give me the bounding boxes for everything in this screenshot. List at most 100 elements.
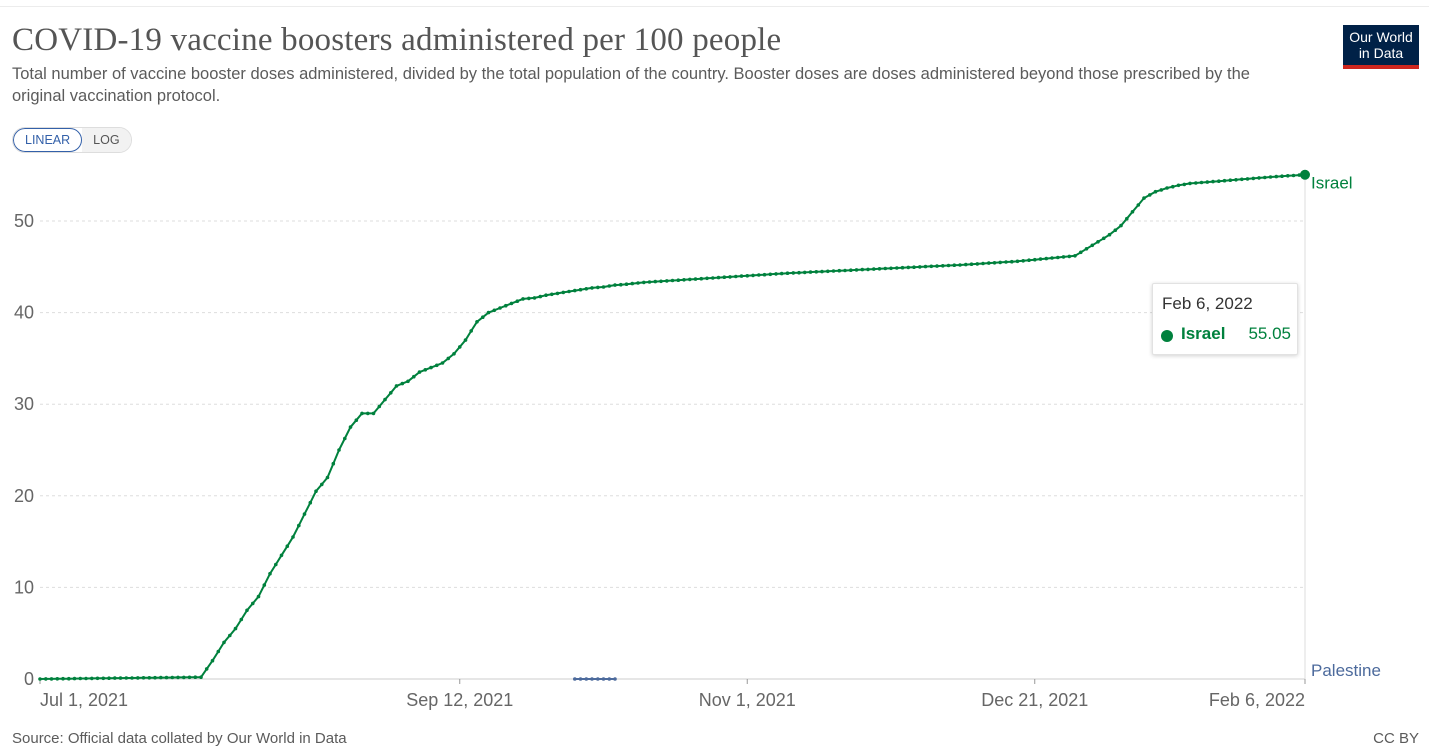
- data-point-israel: [659, 279, 663, 284]
- data-point-israel: [642, 280, 646, 285]
- license-link[interactable]: CC BY: [1373, 730, 1419, 747]
- data-point-israel: [946, 263, 951, 268]
- data-point-israel: [779, 271, 784, 276]
- data-point-israel: [509, 301, 514, 306]
- data-point-israel: [607, 284, 612, 288]
- data-point-israel: [337, 448, 341, 452]
- data-point-israel: [573, 288, 577, 293]
- data-point-israel: [164, 675, 169, 680]
- data-point-israel: [739, 274, 744, 278]
- data-point-palestine: [573, 677, 577, 681]
- data-point-israel: [1136, 203, 1141, 207]
- data-point-israel: [101, 676, 106, 681]
- data-point-israel: [785, 271, 790, 276]
- data-point-israel: [1004, 260, 1008, 264]
- data-point-israel: [279, 553, 284, 558]
- data-point-israel: [653, 279, 658, 284]
- data-point-israel: [665, 279, 669, 283]
- data-point-israel: [504, 303, 508, 308]
- data-point-israel: [67, 676, 71, 681]
- data-point-israel: [1182, 182, 1187, 187]
- data-point-israel: [354, 418, 359, 423]
- data-point-israel: [285, 544, 290, 548]
- data-point-israel: [567, 289, 571, 294]
- data-point-israel: [998, 260, 1002, 265]
- data-point-palestine: [601, 677, 606, 681]
- data-point-israel: [406, 379, 410, 384]
- data-point-israel: [981, 261, 985, 266]
- data-point-israel: [831, 269, 836, 273]
- data-point-israel: [975, 262, 980, 266]
- data-point-israel: [544, 293, 548, 298]
- data-point-israel: [1159, 188, 1164, 192]
- data-point-israel: [210, 658, 215, 663]
- data-point-israel: [1217, 179, 1221, 183]
- data-point-israel: [872, 267, 876, 271]
- data-point-israel: [1038, 257, 1043, 261]
- data-point-israel: [802, 270, 807, 275]
- tooltip-entity: Israel: [1181, 324, 1226, 343]
- data-point-israel: [1257, 176, 1261, 180]
- data-point-israel: [849, 268, 853, 273]
- data-point-israel: [791, 271, 796, 275]
- hover-tooltip: Feb 6, 2022 Israel 55.05: [1152, 283, 1298, 355]
- data-point-israel: [521, 297, 525, 301]
- data-point-palestine: [590, 677, 594, 681]
- data-point-israel: [429, 365, 433, 370]
- data-point-israel: [486, 310, 491, 315]
- data-point-israel: [1234, 178, 1238, 182]
- data-point-israel: [95, 676, 100, 681]
- data-point-israel: [1084, 247, 1089, 251]
- data-point-israel: [682, 278, 686, 282]
- logo-line-2: in Data: [1358, 45, 1404, 61]
- data-point-israel: [601, 285, 606, 289]
- data-point-israel: [1286, 174, 1290, 178]
- x-tick-label: Feb 6, 2022: [1209, 690, 1305, 710]
- top-rule: [0, 0, 1429, 7]
- data-point-israel: [1113, 228, 1118, 232]
- data-point-israel: [941, 264, 945, 268]
- data-point-israel: [481, 315, 485, 320]
- data-point-israel: [1176, 183, 1181, 188]
- data-point-israel: [320, 482, 324, 487]
- data-point-israel: [147, 676, 152, 680]
- data-point-israel: [1021, 259, 1025, 263]
- data-point-palestine: [596, 677, 600, 681]
- data-point-israel: [757, 273, 761, 277]
- owid-logo[interactable]: Our World in Data: [1343, 25, 1419, 69]
- data-point-israel: [745, 274, 750, 278]
- linear-scale-button[interactable]: LINEAR: [13, 128, 83, 152]
- data-point-israel: [412, 374, 416, 379]
- data-point-israel: [1027, 258, 1031, 263]
- log-scale-button[interactable]: LOG: [82, 128, 131, 152]
- data-point-israel: [814, 270, 819, 274]
- data-point-israel: [1199, 180, 1204, 185]
- data-point-israel: [578, 287, 583, 292]
- data-point-israel: [360, 411, 364, 416]
- data-point-israel: [1073, 254, 1077, 258]
- data-point-israel: [952, 263, 957, 268]
- data-point-israel: [1245, 177, 1250, 181]
- data-point-israel: [366, 411, 370, 416]
- data-point-israel: [291, 535, 295, 539]
- source-note[interactable]: Source: Official data collated by Our Wo…: [12, 730, 347, 747]
- data-point-israel: [216, 649, 221, 654]
- data-point-israel: [699, 276, 704, 281]
- data-point-israel: [38, 677, 42, 681]
- data-point-israel: [1291, 173, 1296, 178]
- data-point-israel: [251, 601, 255, 606]
- data-point-israel: [837, 268, 842, 273]
- data-point-israel: [716, 275, 721, 280]
- series-line-israel[interactable]: [39, 173, 1306, 680]
- data-point-israel: [630, 281, 635, 286]
- data-point-israel: [343, 436, 347, 441]
- data-point-israel: [826, 269, 830, 274]
- data-point-israel: [613, 283, 617, 287]
- data-point-israel: [130, 676, 134, 680]
- data-point-israel: [452, 352, 456, 356]
- data-point-israel: [1125, 216, 1129, 221]
- data-point-israel: [371, 411, 376, 416]
- data-point-israel: [475, 320, 479, 324]
- data-point-israel: [843, 268, 847, 273]
